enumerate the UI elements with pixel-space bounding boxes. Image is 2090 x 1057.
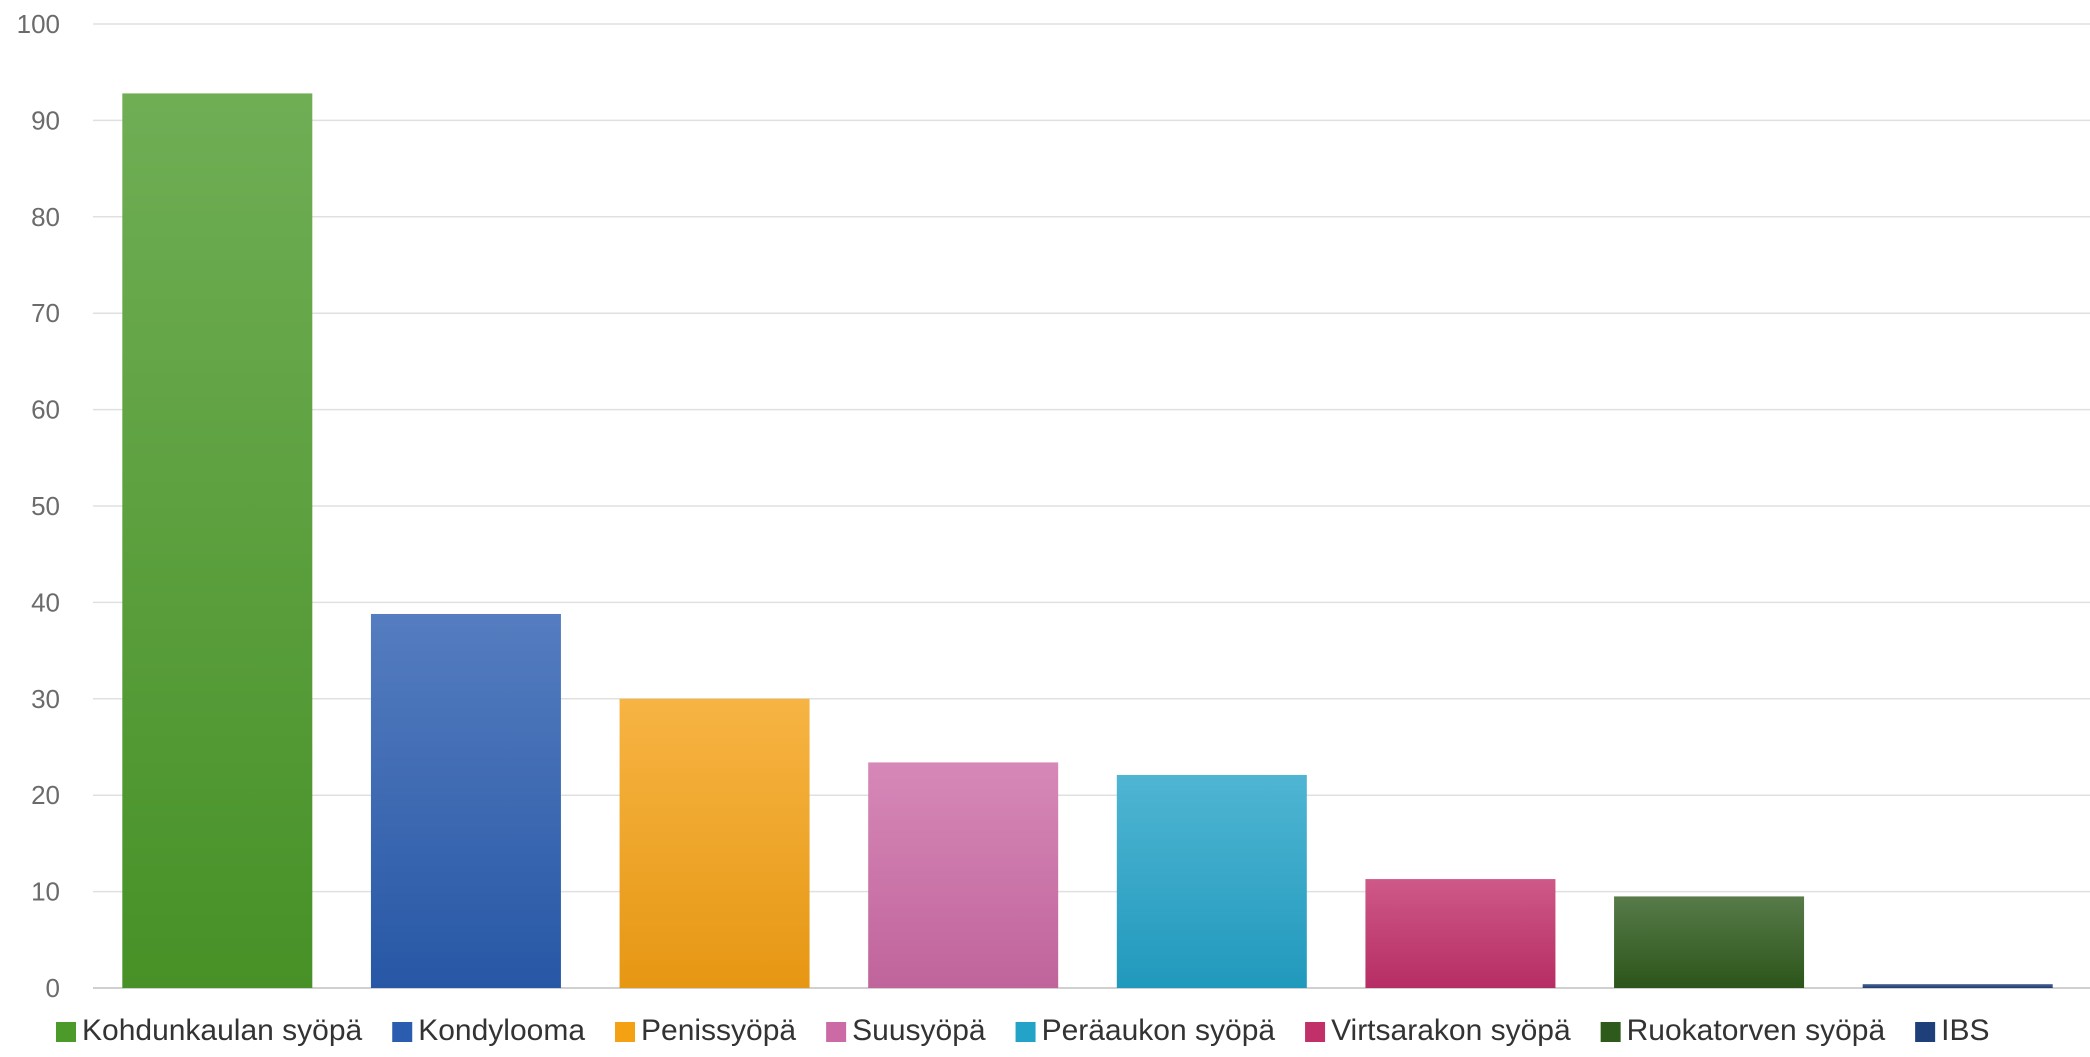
legend-label: Suusyöpä bbox=[852, 1014, 986, 1047]
bar-7 bbox=[1614, 896, 1805, 988]
legend-label: Penissyöpä bbox=[641, 1014, 796, 1047]
y-tick-label: 60 bbox=[31, 395, 60, 425]
y-tick-label: 40 bbox=[31, 587, 60, 617]
legend-label: Virtsarakon syöpä bbox=[1331, 1014, 1571, 1047]
y-tick-label: 10 bbox=[31, 877, 60, 907]
y-tick-label: 70 bbox=[31, 298, 60, 328]
legend-item: Ruokatorven syöpä bbox=[1600, 1014, 1886, 1047]
legend-swatch bbox=[1600, 1022, 1621, 1042]
legend-swatch bbox=[826, 1022, 847, 1042]
legend-item: Kondylooma bbox=[392, 1014, 585, 1047]
bar-5 bbox=[1116, 774, 1307, 988]
legend-item: Peräaukon syöpä bbox=[1015, 1014, 1276, 1047]
legend-item: Kohdunkaulan syöpä bbox=[56, 1014, 363, 1047]
bar-4 bbox=[868, 762, 1059, 988]
legend-swatch bbox=[392, 1022, 413, 1042]
legend-item: Suusyöpä bbox=[826, 1014, 986, 1047]
bar-6 bbox=[1365, 879, 1556, 988]
legend-swatch bbox=[1915, 1022, 1936, 1042]
legend-swatch bbox=[1015, 1022, 1036, 1042]
bars bbox=[122, 93, 2053, 988]
legend: Kohdunkaulan syöpä Kondylooma Penissyöpä Su… bbox=[56, 1014, 1990, 1047]
legend-swatch bbox=[615, 1022, 636, 1042]
legend-label: Ruokatorven syöpä bbox=[1627, 1014, 1886, 1047]
y-tick-label: 90 bbox=[31, 105, 60, 135]
legend-label: Kohdunkaulan syöpä bbox=[82, 1014, 363, 1047]
y-tick-label: 50 bbox=[31, 491, 60, 521]
bar-1 bbox=[122, 93, 313, 988]
y-tick-label: 80 bbox=[31, 202, 60, 232]
legend-item: IBS bbox=[1915, 1014, 1990, 1047]
y-tick-label: 20 bbox=[31, 780, 60, 810]
bar-8 bbox=[1862, 984, 2053, 988]
bar-3 bbox=[619, 698, 810, 988]
y-tick-label: 0 bbox=[46, 973, 60, 1003]
y-tick-label: 100 bbox=[17, 9, 60, 39]
y-axis-tick-labels: 0 10 20 30 40 50 60 70 80 90 100 bbox=[17, 9, 60, 1003]
legend-item: Penissyöpä bbox=[615, 1014, 796, 1047]
legend-item: Virtsarakon syöpä bbox=[1305, 1014, 1571, 1047]
legend-swatch bbox=[56, 1022, 76, 1042]
legend-swatch bbox=[1305, 1022, 1326, 1042]
legend-label: Kondylooma bbox=[418, 1014, 585, 1047]
legend-label: IBS bbox=[1941, 1014, 1989, 1047]
legend-label: Peräaukon syöpä bbox=[1042, 1014, 1276, 1047]
y-tick-label: 30 bbox=[31, 684, 60, 714]
bar-2 bbox=[370, 613, 561, 988]
